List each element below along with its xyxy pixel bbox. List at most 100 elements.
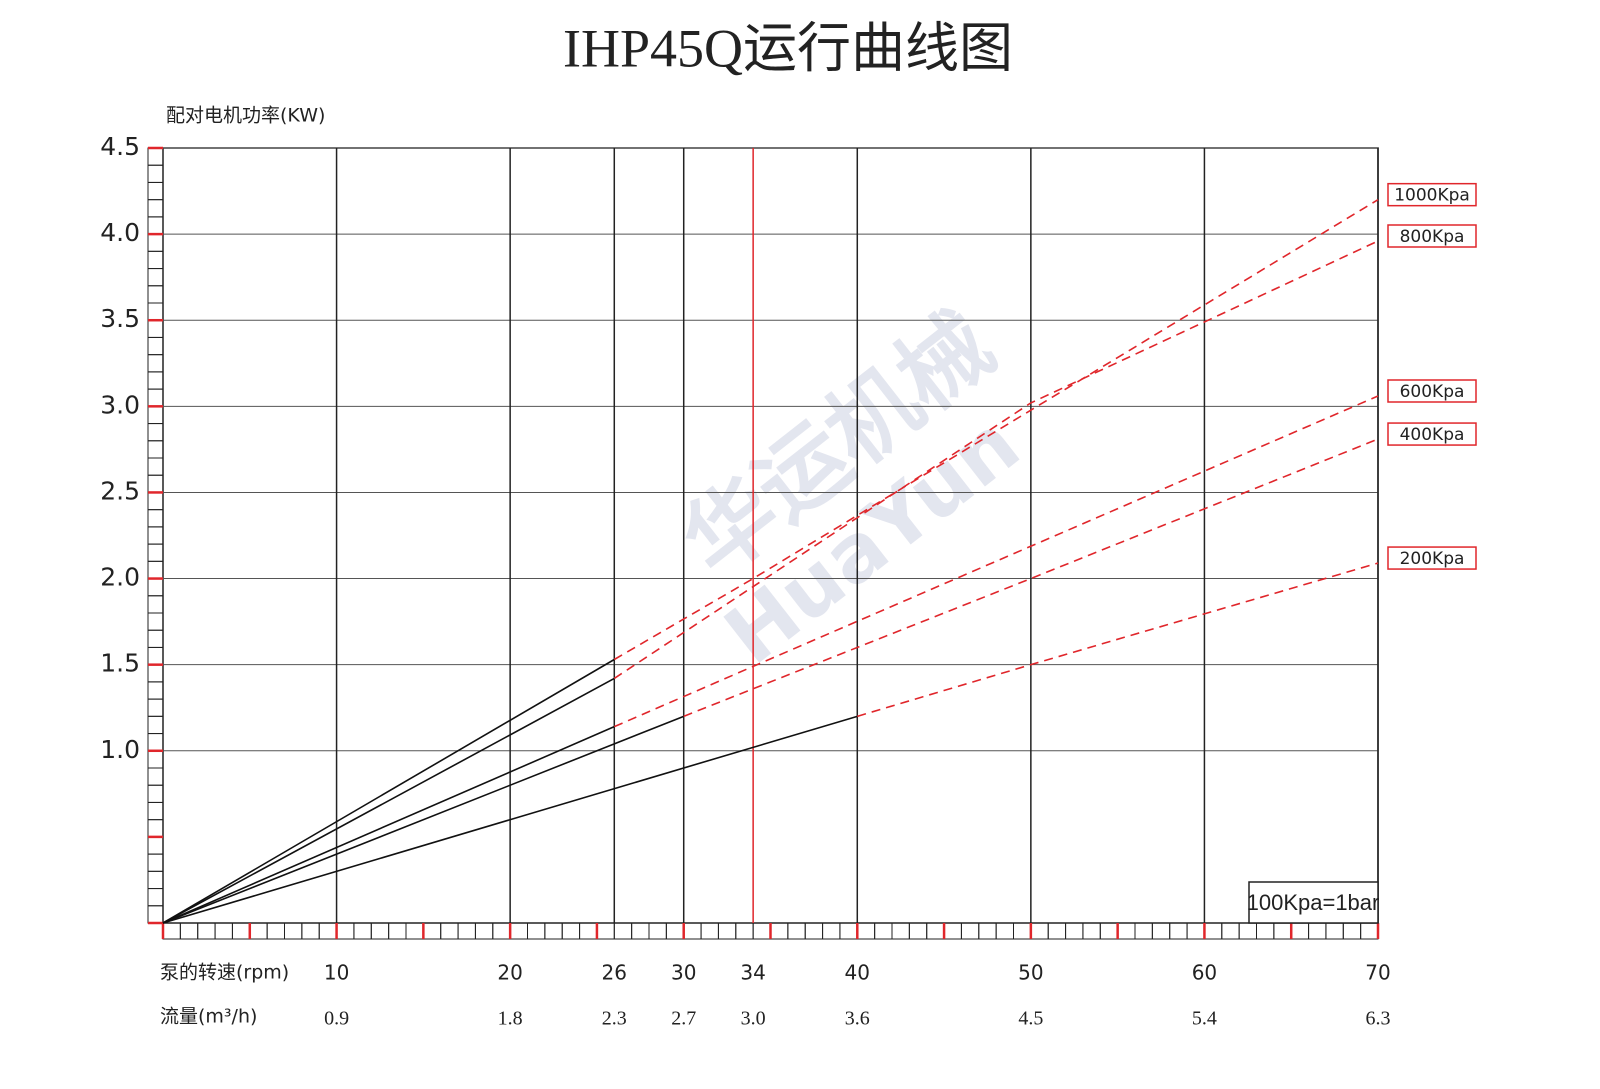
legend-box: [1387, 182, 1477, 207]
y-ruler-cell: [147, 285, 164, 304]
x-tick-label: 60: [1192, 961, 1217, 985]
legend-label: 400Kpa: [1400, 425, 1465, 445]
y-ruler-cell: [147, 905, 164, 924]
x-tick-label: 26: [602, 961, 627, 985]
y-tick-label: 1.5: [100, 649, 140, 678]
x-ruler-cell: [1134, 922, 1153, 940]
y-ruler-cell: [147, 474, 164, 493]
y-ruler-cell: [147, 423, 164, 442]
y-ruler-cell: [147, 870, 164, 890]
x-ruler-cell: [735, 922, 754, 940]
y-ruler-cell: [147, 164, 164, 183]
curve-extrapolated: [613, 240, 1379, 680]
x-ruler-cell: [1117, 922, 1136, 940]
y-ruler-cell: [147, 595, 164, 614]
y-ruler-cell: [147, 250, 164, 270]
x-ruler-cell: [752, 922, 772, 940]
x-ruler-cell: [891, 922, 910, 940]
curve-extrapolated: [683, 438, 1379, 718]
flow-tick-label: 1.8: [498, 1008, 523, 1030]
y-ruler-cell: [147, 199, 164, 218]
x-ruler-cell: [1221, 922, 1240, 940]
x-ruler-cell: [561, 922, 581, 940]
legend-label: 800Kpa: [1400, 227, 1465, 247]
x-ruler-cell: [422, 922, 442, 940]
y-ruler-cell: [147, 664, 164, 683]
y-ruler-cell: [147, 354, 164, 373]
x-ruler-cell: [1308, 922, 1327, 940]
x-ruler-cell: [1203, 922, 1223, 940]
x-ruler-cell: [995, 922, 1015, 940]
y-ruler-cell: [147, 319, 164, 338]
flow-tick-label: 3.6: [845, 1008, 870, 1030]
y-tick-label: 4.0: [100, 218, 140, 247]
x-ruler-cell: [492, 922, 511, 940]
y-ruler-cell: [147, 646, 164, 666]
y-ruler-cell: [147, 801, 164, 821]
legend-label: 1000Kpa: [1394, 186, 1470, 206]
curve-extrapolated: [613, 198, 1379, 661]
x-ruler-cell: [648, 922, 667, 940]
y-ruler-cell: [147, 629, 164, 648]
x-ruler-cell: [822, 922, 841, 940]
flow-tick-label: 5.4: [1192, 1008, 1217, 1030]
y-ruler-cell: [147, 715, 164, 735]
y-ruler-cell: [147, 750, 164, 769]
x-ruler-cell: [613, 922, 633, 940]
x-ruler-cell: [978, 922, 997, 940]
x-ruler-cell: [1030, 922, 1049, 940]
y-tick-label: 2.5: [100, 476, 140, 505]
y-tick-label: 3.5: [100, 304, 140, 333]
x-ruler-cell: [388, 922, 407, 940]
x-ruler-cell: [1238, 922, 1257, 940]
legend-box: [1387, 546, 1477, 570]
x-ruler-cell: [596, 922, 615, 940]
flow-tick-label: 3.0: [741, 1008, 766, 1030]
y-ruler-cell: [147, 216, 164, 235]
legend-label: 200Kpa: [1400, 549, 1465, 569]
y-ruler-cell: [147, 698, 164, 717]
x-ruler-cell: [1342, 922, 1362, 940]
x-ruler-cell: [1151, 922, 1171, 940]
y-tick-label: 2.0: [100, 563, 140, 592]
x-ruler-cell: [770, 922, 789, 940]
y-ruler-cell: [147, 233, 164, 252]
y-ruler-cell: [147, 405, 164, 425]
curve-measured: [162, 725, 615, 924]
x-ruler-cell: [839, 922, 858, 940]
x-ruler-cell: [1047, 922, 1067, 940]
y-ruler-cell: [147, 440, 164, 459]
x-ruler-cell: [353, 922, 372, 940]
x-ruler-cell: [943, 922, 962, 940]
curve-measured: [162, 658, 615, 924]
x-ruler-cell: [301, 922, 320, 940]
flow-tick-label: 2.3: [602, 1008, 627, 1030]
x-axis-label: 泵的转速(rpm): [160, 962, 289, 984]
legend-box: [1387, 224, 1477, 248]
flow-tick-label: 0.9: [324, 1008, 349, 1030]
x-ruler-cell: [440, 922, 459, 940]
y-ruler-cell: [147, 336, 164, 356]
y-ruler-cell: [147, 612, 164, 631]
x-tick-label: 34: [740, 961, 765, 985]
x-tick-label: 10: [324, 961, 349, 985]
y-ruler-cell: [147, 681, 164, 700]
x-ruler-cell: [318, 922, 338, 940]
x-ruler-cell: [544, 922, 563, 940]
y-ruler-cell: [147, 853, 164, 872]
x-ruler-cell: [249, 922, 268, 940]
curve-measured: [162, 677, 615, 924]
y-ruler-cell: [147, 836, 164, 855]
x-ruler-cell: [700, 922, 719, 940]
x-ruler-cell: [804, 922, 824, 940]
note-box: [1248, 881, 1379, 924]
x-ruler-cell: [284, 922, 303, 940]
y-ruler-cell: [147, 268, 164, 287]
x-ruler-cell: [405, 922, 424, 940]
y-ruler-cell: [147, 819, 164, 838]
x-ruler-cell: [1325, 922, 1344, 940]
x-ruler-cell: [908, 922, 928, 940]
x-ruler-cell: [717, 922, 737, 940]
x-tick-label: 70: [1365, 961, 1390, 985]
